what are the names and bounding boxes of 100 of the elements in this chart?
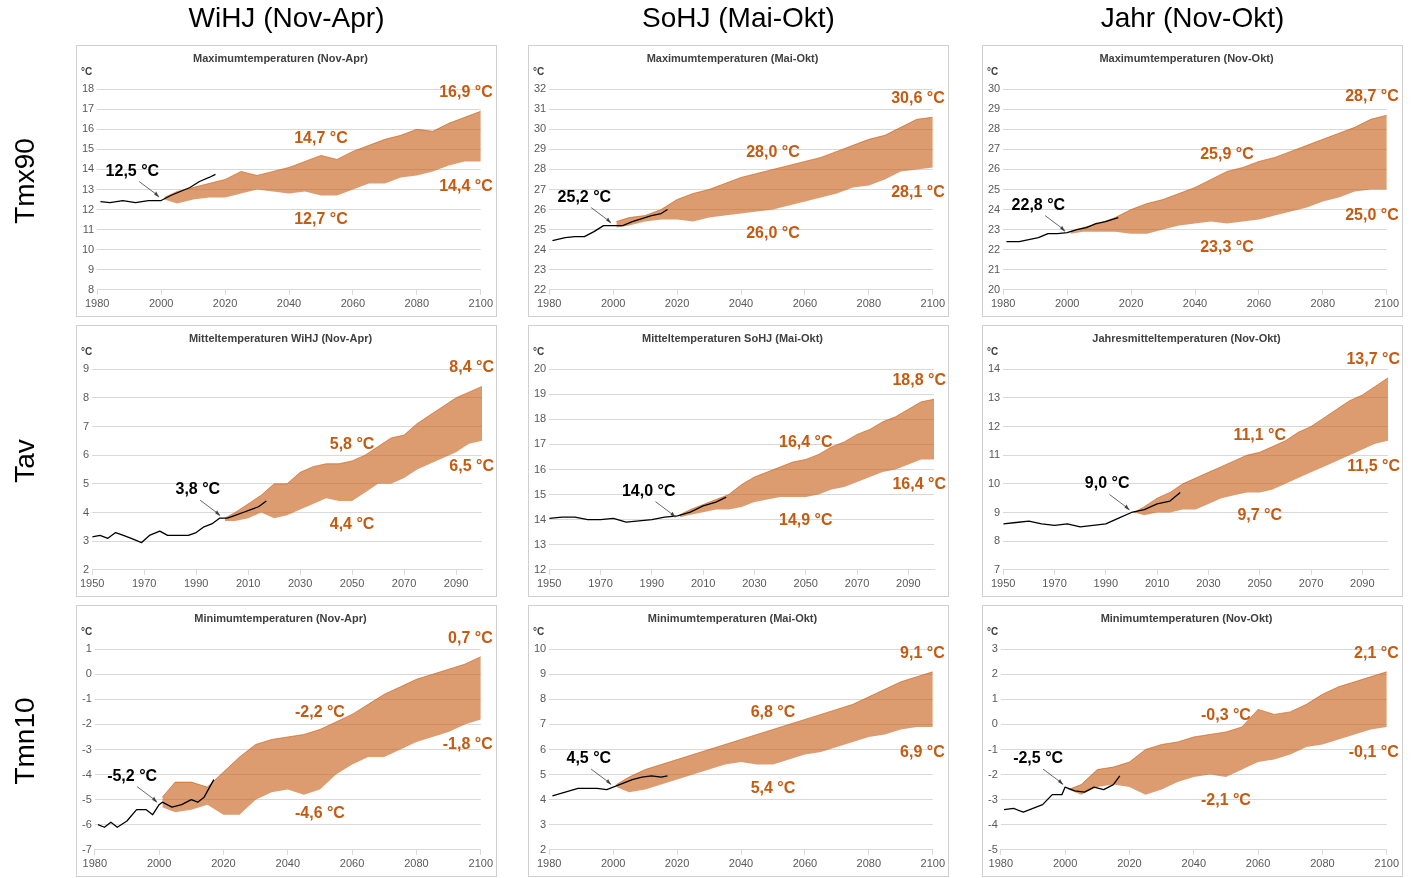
annotation: -5,2 °C <box>107 766 158 784</box>
y-tick-label: 6 <box>540 742 547 755</box>
y-tick-label: -1 <box>988 742 998 755</box>
x-tick-label: 2000 <box>146 857 172 870</box>
y-axis-title: °C <box>533 66 545 78</box>
x-tick-label: 2020 <box>1117 857 1142 870</box>
y-tick-label: 27 <box>533 182 547 195</box>
annotation: 5,4 °C <box>750 778 796 796</box>
y-tick-label: 17 <box>533 437 547 450</box>
y-tick-label: 29 <box>987 102 1001 115</box>
y-tick-label: 26 <box>533 202 547 215</box>
x-tick-label: 2060 <box>340 297 366 310</box>
y-tick-label: -3 <box>82 742 92 755</box>
y-axis-title: °C <box>987 346 999 358</box>
x-tick-label: 2010 <box>690 577 716 590</box>
y-tick-label: 9 <box>540 667 547 680</box>
x-tick-label: 2050 <box>1247 577 1272 590</box>
x-tick-label: 2100 <box>468 297 494 310</box>
y-tick-label: 2 <box>991 667 998 680</box>
x-tick-label: 2040 <box>1182 297 1208 310</box>
chart-title: Mitteltemperaturen SoHJ (Mai-Okt) <box>642 331 824 344</box>
y-tick-label: -2 <box>82 717 92 730</box>
y-tick-label: 24 <box>533 242 547 255</box>
annotation: -0,1 °C <box>1348 742 1400 760</box>
y-tick-label: 12 <box>987 419 1001 432</box>
x-tick-label: 2000 <box>148 297 174 310</box>
y-axis-title: °C <box>81 346 93 358</box>
x-tick-label: 2040 <box>728 857 754 870</box>
x-tick-label: 1980 <box>990 297 1016 310</box>
y-tick-label: 20 <box>533 362 547 375</box>
x-tick-label: 2100 <box>920 297 946 310</box>
annotation: 0,7 °C <box>448 628 494 646</box>
x-tick-label: 2060 <box>792 857 818 870</box>
annotation: -1,8 °C <box>442 735 494 753</box>
y-tick-label: 3 <box>540 817 547 830</box>
y-tick-label: 15 <box>533 487 547 500</box>
y-tick-label: 23 <box>987 222 1001 235</box>
x-tick-label: 2000 <box>600 297 626 310</box>
annotation: 30,6 °C <box>891 89 946 107</box>
annotation: -2,1 °C <box>1200 791 1252 809</box>
annotation: 9,0 °C <box>1084 474 1130 492</box>
y-tick-label: 13 <box>81 182 95 195</box>
annotation: 25,2 °C <box>557 187 612 205</box>
x-tick-label: 2090 <box>443 577 469 590</box>
x-tick-label: 1990 <box>183 577 209 590</box>
y-axis-title: °C <box>533 626 545 638</box>
x-tick-label: 1970 <box>131 577 157 590</box>
x-tick-label: 2000 <box>600 857 626 870</box>
y-tick-label: 12 <box>81 202 95 215</box>
x-tick-label: 2060 <box>1245 857 1271 870</box>
annotation: 14,7 °C <box>294 129 349 147</box>
x-tick-label: 1980 <box>536 297 562 310</box>
y-axis-title: °C <box>987 66 999 78</box>
y-tick-label: 9 <box>88 262 95 275</box>
x-tick-label: 2090 <box>1350 577 1375 590</box>
y-tick-label: 18 <box>81 82 95 95</box>
chart-title: Jahresmitteltemperaturen (Nov-Okt) <box>1092 331 1281 344</box>
x-tick-label: 2060 <box>792 297 818 310</box>
x-tick-label: 2020 <box>1118 297 1144 310</box>
text: Tmn10 <box>9 697 41 785</box>
x-tick-label: 2020 <box>212 297 238 310</box>
annotation: 14,9 °C <box>778 511 833 529</box>
y-tick-label: -1 <box>82 692 92 705</box>
y-tick-label: 15 <box>81 142 95 155</box>
annotation: 8,4 °C <box>449 358 495 376</box>
x-tick-label: 2010 <box>235 577 261 590</box>
x-tick-label: 2080 <box>404 857 429 870</box>
y-tick-label: 0 <box>991 717 998 730</box>
annotation: 22,8 °C <box>1011 195 1066 213</box>
y-tick-label: 21 <box>987 262 1001 275</box>
x-tick-label: 2100 <box>1374 857 1400 870</box>
y-tick-label: 7 <box>994 562 1001 575</box>
annotation: 26,0 °C <box>746 223 801 241</box>
x-tick-label: 1980 <box>82 857 108 870</box>
x-tick-label: 1950 <box>536 577 562 590</box>
x-tick-label: 2020 <box>664 297 690 310</box>
chart-title: Minimumtemperaturen (Nov-Apr) <box>194 611 368 624</box>
y-tick-label: -5 <box>988 842 998 855</box>
x-tick-label: 1980 <box>988 857 1014 870</box>
y-tick-label: 10 <box>533 642 547 655</box>
x-tick-label: 2000 <box>1054 297 1080 310</box>
x-tick-label: 2040 <box>275 857 301 870</box>
y-tick-label: 5 <box>83 476 90 489</box>
y-tick-label: 4 <box>83 505 90 518</box>
annotation: -2,2 °C <box>294 703 346 721</box>
y-tick-label: 29 <box>533 142 547 155</box>
annotation: 4,4 °C <box>329 515 375 533</box>
annotation: 12,7 °C <box>294 209 349 227</box>
x-tick-label: 2050 <box>793 577 818 590</box>
x-tick-label: 2020 <box>664 857 690 870</box>
chart-subtitle: Maximumtemperaturen (Mai-Okt) <box>646 51 819 64</box>
x-tick-label: 1970 <box>588 577 613 590</box>
x-tick-label: 2050 <box>339 577 365 590</box>
annotation: 25,9 °C <box>1200 145 1255 163</box>
y-tick-label: 14 <box>987 362 1001 375</box>
y-axis-title: °C <box>533 346 545 358</box>
x-tick-label: 2080 <box>1310 857 1335 870</box>
x-tick-label: 1990 <box>1093 577 1119 590</box>
y-tick-label: 18 <box>533 412 547 425</box>
annotation: -2,5 °C <box>1013 749 1064 767</box>
